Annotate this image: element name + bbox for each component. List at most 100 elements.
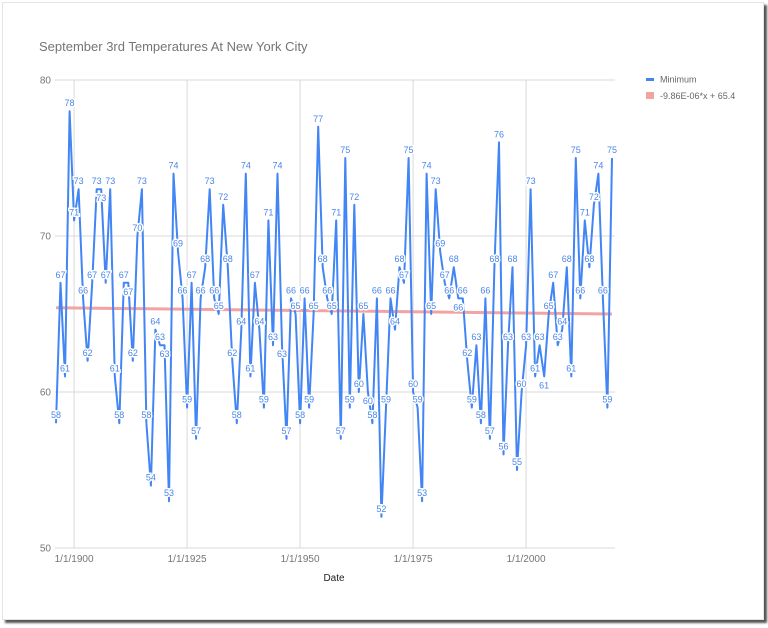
data-label: 67 bbox=[101, 270, 111, 280]
data-label: 61 bbox=[245, 363, 255, 373]
data-label: 68 bbox=[489, 254, 499, 264]
data-label: 65 bbox=[426, 301, 436, 311]
data-label: 66 bbox=[322, 285, 332, 295]
data-label: 76 bbox=[494, 129, 504, 139]
data-label: 64 bbox=[254, 317, 264, 327]
data-label: 63 bbox=[268, 332, 278, 342]
chart-title: September 3rd Temperatures At New York C… bbox=[39, 39, 308, 54]
data-label: 61 bbox=[110, 363, 120, 373]
data-label: 72 bbox=[349, 192, 359, 202]
data-label: 75 bbox=[404, 145, 414, 155]
data-label: 57 bbox=[191, 426, 201, 436]
data-label: 60 bbox=[363, 396, 373, 406]
data-label: 62 bbox=[128, 348, 138, 358]
data-label: 58 bbox=[141, 410, 151, 420]
data-label: 67 bbox=[187, 270, 197, 280]
data-label: 59 bbox=[182, 395, 192, 405]
data-label: 66 bbox=[196, 285, 206, 295]
data-label: 59 bbox=[304, 395, 314, 405]
data-label: 61 bbox=[566, 363, 576, 373]
y-tick-label: 60 bbox=[40, 388, 52, 399]
data-label: 66 bbox=[286, 285, 296, 295]
data-label: 66 bbox=[453, 302, 463, 312]
data-label: 63 bbox=[521, 332, 531, 342]
data-label: 75 bbox=[340, 145, 350, 155]
data-label: 71 bbox=[331, 207, 341, 217]
x-tick-label: 1/1/1900 bbox=[55, 554, 94, 565]
data-label: 68 bbox=[449, 254, 459, 264]
data-label: 67 bbox=[250, 270, 260, 280]
data-label: 65 bbox=[309, 301, 319, 311]
data-label: 68 bbox=[318, 254, 328, 264]
data-label: 68 bbox=[223, 254, 233, 264]
x-axis-ticks: 1/1/1900 1/1/1925 1/1/1950 1/1/1975 1/1/2000 bbox=[55, 554, 546, 565]
data-label: 58 bbox=[114, 410, 124, 420]
data-label: 58 bbox=[232, 410, 242, 420]
data-label: 61 bbox=[60, 363, 70, 373]
data-label: 58 bbox=[476, 410, 486, 420]
data-label: 53 bbox=[164, 488, 174, 498]
data-label: 64 bbox=[236, 317, 246, 327]
data-label: 71 bbox=[263, 207, 273, 217]
data-label: 54 bbox=[146, 473, 156, 483]
data-label: 67 bbox=[440, 270, 450, 280]
data-label: 67 bbox=[123, 287, 133, 297]
data-label: 66 bbox=[178, 285, 188, 295]
data-label: 73 bbox=[105, 176, 115, 186]
data-label: 68 bbox=[508, 254, 518, 264]
data-label: 69 bbox=[173, 239, 183, 249]
legend-swatch-trendline bbox=[646, 92, 654, 99]
data-label: 71 bbox=[580, 207, 590, 217]
data-label: 67 bbox=[399, 270, 409, 280]
data-label: 68 bbox=[562, 254, 572, 264]
data-label: 64 bbox=[150, 317, 160, 327]
data-label: 73 bbox=[137, 176, 147, 186]
data-label: 70 bbox=[132, 223, 142, 233]
legend-item-minimum[interactable]: Minimum bbox=[646, 75, 697, 85]
legend: Minimum -9.86E-06*x + 65.4 bbox=[646, 75, 735, 101]
y-tick-label: 70 bbox=[40, 232, 52, 243]
y-tick-label: 80 bbox=[40, 76, 52, 87]
x-tick-label: 1/1/1975 bbox=[394, 554, 433, 565]
data-label: 67 bbox=[119, 270, 129, 280]
data-label: 59 bbox=[259, 395, 269, 405]
data-label: 64 bbox=[557, 317, 567, 327]
data-label: 72 bbox=[218, 192, 228, 202]
data-label: 58 bbox=[367, 410, 377, 420]
data-label: 62 bbox=[83, 348, 93, 358]
x-tick-label: 1/1/1925 bbox=[168, 554, 207, 565]
data-label: 59 bbox=[345, 395, 355, 405]
data-label: 63 bbox=[471, 332, 481, 342]
data-label: 60 bbox=[408, 379, 418, 389]
legend-swatch-minimum bbox=[646, 78, 654, 81]
data-label: 62 bbox=[462, 348, 472, 358]
data-label: 77 bbox=[313, 114, 323, 124]
data-label: 67 bbox=[87, 270, 97, 280]
data-label: 73 bbox=[431, 176, 441, 186]
data-label: 60 bbox=[354, 379, 364, 389]
data-label: 66 bbox=[209, 285, 219, 295]
data-label: 71 bbox=[69, 207, 79, 217]
data-label: 73 bbox=[526, 176, 536, 186]
data-label: 53 bbox=[417, 488, 427, 498]
data-label: 62 bbox=[227, 348, 237, 358]
data-label: 74 bbox=[422, 161, 432, 171]
data-label: 65 bbox=[544, 301, 554, 311]
data-label: 68 bbox=[584, 254, 594, 264]
data-label: 63 bbox=[277, 349, 287, 359]
data-label: 65 bbox=[327, 301, 337, 311]
data-label: 64 bbox=[390, 317, 400, 327]
data-label: 60 bbox=[517, 379, 527, 389]
data-label: 66 bbox=[575, 285, 585, 295]
data-label: 68 bbox=[200, 254, 210, 264]
data-label: 61 bbox=[539, 380, 549, 390]
legend-label-minimum: Minimum bbox=[660, 75, 697, 85]
data-label: 61 bbox=[530, 363, 540, 373]
data-label: 59 bbox=[467, 395, 477, 405]
data-label: 55 bbox=[512, 457, 522, 467]
legend-label-trendline: -9.86E-06*x + 65.4 bbox=[660, 91, 735, 101]
data-label: 73 bbox=[96, 193, 106, 203]
data-label: 74 bbox=[241, 161, 251, 171]
legend-item-trendline[interactable]: -9.86E-06*x + 65.4 bbox=[646, 91, 735, 101]
